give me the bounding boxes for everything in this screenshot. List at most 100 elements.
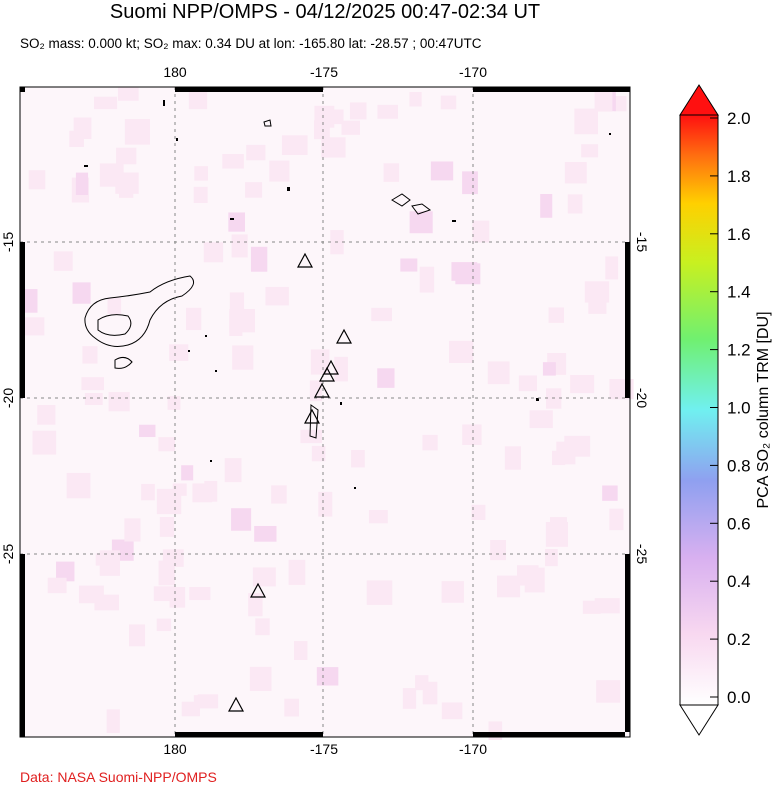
so2-patch (162, 549, 184, 567)
so2-patch (271, 485, 287, 504)
so2-patch (310, 349, 330, 375)
so2-patch (192, 483, 213, 503)
colorbar-tick-label: 1.2 (727, 341, 751, 360)
so2-patch (542, 362, 556, 376)
lat-label-left: -20 (0, 388, 16, 408)
so2-patch (341, 120, 360, 135)
colorbar (679, 84, 719, 736)
so2-patch (371, 307, 393, 322)
so2-patch (246, 144, 266, 161)
so2-patch (574, 108, 599, 135)
so2-patch (540, 193, 553, 218)
so2-patch (409, 91, 422, 107)
so2-patch (115, 172, 139, 194)
frame-bar (473, 87, 625, 92)
so2-patch (422, 434, 438, 451)
lon-label-bottom: 180 (163, 741, 187, 757)
so2-patch (228, 212, 245, 232)
so2-patch (81, 377, 105, 391)
colorbar-tick-label: 1.8 (727, 167, 751, 186)
colorbar-label: PCA SO₂ column TRM [DU] (755, 311, 772, 508)
so2-patch (419, 266, 435, 293)
so2-patch (69, 130, 84, 148)
so2-patch (377, 368, 395, 388)
so2-patch (496, 575, 521, 598)
so2-patch (66, 472, 91, 499)
so2-patch (409, 211, 433, 234)
so2-patch (422, 681, 438, 705)
so2-patch (56, 561, 75, 582)
so2-patch (82, 346, 98, 364)
colorbar-tick-label: 0.4 (727, 572, 751, 591)
lat-label-right: -20 (634, 388, 650, 408)
so2-patch (72, 282, 91, 304)
lat-label-right: -25 (634, 544, 650, 564)
title: Suomi NPP/OMPS - 04/12/2025 00:47-02:34 … (110, 1, 540, 23)
map-frame (19, 86, 631, 738)
so2-patch (128, 624, 146, 647)
so2-patch (570, 374, 595, 394)
so2-patch (284, 698, 299, 717)
so2-patch (377, 104, 398, 119)
so2-patch (24, 317, 45, 336)
so2-patch (516, 565, 539, 586)
so2-patch (605, 256, 619, 280)
so2-patch (116, 147, 137, 165)
so2-patch (602, 485, 618, 501)
frame-bar (20, 87, 25, 92)
so2-patch (117, 87, 139, 101)
so2-patch (37, 405, 56, 425)
so2-patch (504, 446, 521, 470)
so2-patch (167, 396, 181, 410)
so2-patch (252, 567, 276, 587)
so2-patch (107, 297, 122, 315)
volcanoes (227, 252, 353, 712)
so2-patch (229, 308, 256, 333)
so2-patch (21, 289, 38, 313)
so2-patch (181, 465, 194, 481)
so2-patch (487, 361, 510, 385)
so2-patch (314, 105, 335, 128)
colorbar-tick-label: 2.0 (727, 109, 751, 128)
so2-patch (400, 258, 418, 272)
frame-bar (20, 242, 25, 398)
so2-patch (94, 96, 118, 110)
so2-patch (451, 262, 478, 281)
so2-patch (318, 491, 333, 517)
so2-patch (596, 680, 621, 703)
so2-patch (548, 307, 565, 323)
lat-label-left: -25 (0, 544, 16, 564)
so2-patch (594, 598, 620, 614)
so2-patch (545, 522, 568, 547)
so2-patch (186, 307, 202, 331)
so2-patch (311, 445, 326, 462)
colorbar-tick-label: 0.8 (727, 456, 751, 475)
so2-patch (440, 95, 457, 110)
frame-bar (625, 87, 630, 92)
so2-patch (188, 87, 208, 110)
so2-patch (53, 251, 73, 271)
so2-patch (349, 102, 367, 120)
graticule (20, 87, 630, 737)
so2-patch (309, 380, 322, 402)
so2-patch (402, 688, 417, 709)
so2-patch (449, 340, 474, 363)
so2-patch (254, 525, 277, 542)
lon-label-bottom: -175 (310, 741, 338, 757)
so2-patch (529, 410, 553, 429)
so2-patch (255, 618, 270, 636)
so2-patch (351, 449, 365, 468)
so2-patch (28, 170, 46, 190)
so2-patch (203, 242, 224, 263)
so2-patch (567, 194, 583, 214)
so2-patch (609, 508, 624, 531)
so2-patch (334, 356, 348, 382)
so2-patch (232, 345, 254, 370)
so2-patch (224, 458, 242, 483)
so2-patch (564, 162, 587, 184)
so2-patch (556, 441, 576, 465)
lon-label-top: 180 (163, 64, 187, 80)
colorbar-tick-label: 0.2 (727, 630, 751, 649)
so2-patch (158, 437, 176, 452)
